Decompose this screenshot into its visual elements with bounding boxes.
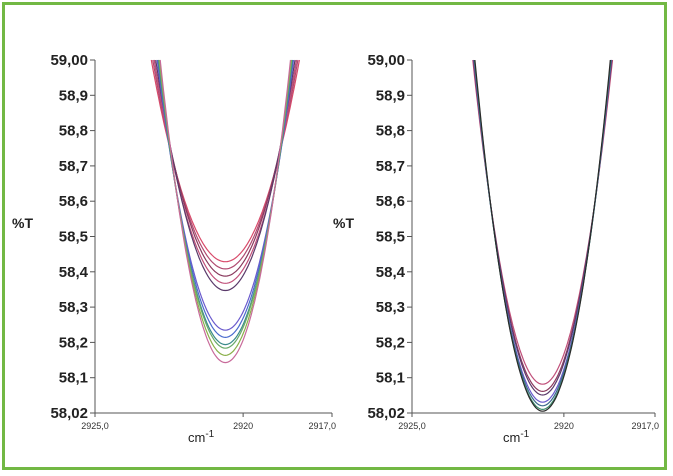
right-x-tick-label: 2920 [554, 421, 574, 431]
right-y-tick-label: 58,02 [367, 405, 405, 422]
left-series-line-2 [153, 59, 298, 277]
right-y-tick-label: 59,00 [367, 52, 405, 69]
left-y-tick-label: 58,6 [59, 193, 88, 210]
right-y-tick-label: 58,5 [376, 229, 405, 246]
left-y-ticks: 59,00 58,9 58,8 58,7 58,6 58,5 58,4 58,3 58,2 58,… [50, 52, 95, 422]
right-series [472, 59, 614, 412]
left-y-tick-label: 58,7 [59, 158, 88, 175]
left-y-tick-label: 58,5 [59, 229, 88, 246]
right-y-tick-label: 58,9 [376, 87, 405, 104]
left-y-tick-label: 58,4 [59, 264, 89, 281]
left-series-line-4 [155, 59, 296, 292]
left-x-tick-label: 2925,0 [81, 421, 109, 431]
left-x-ticks: 2925,0 2920 2917,0 [81, 413, 336, 431]
right-x-label: cm-1 [503, 429, 530, 445]
right-x-label-sup: -1 [520, 429, 529, 440]
right-y-tick-label: 58,2 [376, 334, 405, 351]
right-y-tick-label: 58,8 [376, 123, 405, 140]
left-x-label: cm-1 [188, 429, 215, 445]
right-y-label: %T [333, 215, 354, 231]
right-y-tick-label: 58,4 [376, 264, 406, 281]
left-x-label-text: cm [188, 430, 205, 445]
left-y-tick-label: 58,8 [59, 123, 88, 140]
left-y-label: %T [12, 215, 33, 231]
right-x-tick-label: 2917,0 [631, 421, 659, 431]
right-y-tick-label: 58,3 [376, 299, 405, 316]
left-series [150, 59, 300, 364]
left-y-tick-label: 58,9 [59, 87, 88, 104]
right-x-tick-label: 2925,0 [398, 421, 426, 431]
left-x-tick-label: 2917,0 [308, 421, 336, 431]
right-y-ticks: 59,00 58,9 58,8 58,7 58,6 58,5 58,4 58,3 58,2 58,… [367, 52, 412, 422]
left-y-tick-label: 59,00 [50, 52, 88, 69]
left-plot: %T cm-1 59,00 58,9 58,8 58,7 58,6 58,5 58,4 58,… [12, 52, 336, 445]
left-x-tick-label: 2920 [233, 421, 253, 431]
right-y-tick-label: 58,7 [376, 158, 405, 175]
right-x-ticks: 2925,0 2920 2917,0 [398, 413, 659, 431]
left-series-line-10 [159, 59, 292, 364]
right-y-tick-label: 58,6 [376, 193, 405, 210]
right-x-label-text: cm [503, 430, 520, 445]
left-y-tick-label: 58,3 [59, 299, 88, 316]
left-x-label-sup: -1 [205, 429, 214, 440]
left-y-tick-label: 58,1 [59, 370, 88, 387]
right-series-line-2 [473, 59, 613, 396]
left-y-tick-label: 58,02 [50, 405, 88, 422]
right-y-tick-label: 58,1 [376, 370, 405, 387]
left-y-tick-label: 58,2 [59, 334, 88, 351]
right-plot: %T cm-1 59,00 58,9 58,8 58,7 58,6 58,5 58,4 58,… [333, 52, 659, 445]
right-series-line-6 [474, 59, 611, 412]
left-series-line-5 [156, 59, 295, 331]
